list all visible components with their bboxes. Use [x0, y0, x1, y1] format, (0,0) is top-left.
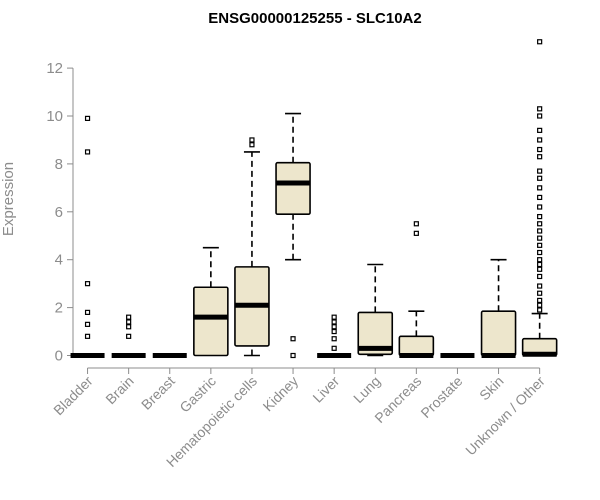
outlier-point — [537, 249, 543, 256]
axes: 0 2 4 6 8 10 12 — [46, 60, 541, 374]
y-tick-label: 8 — [55, 156, 63, 173]
outlier-point — [537, 106, 543, 112]
y-tick-label: 0 — [55, 348, 63, 365]
outlier-point — [537, 302, 543, 308]
box-group — [521, 39, 558, 357]
outlier-point — [249, 142, 255, 148]
outlier-point — [537, 113, 543, 119]
boxes — [70, 39, 558, 359]
outlier-point — [331, 319, 337, 325]
outlier-point — [537, 307, 543, 313]
outlier-point — [331, 336, 337, 342]
outlier-point — [537, 290, 543, 296]
outlier-point — [126, 333, 132, 339]
outlier-point — [537, 228, 543, 234]
outlier-point — [84, 281, 91, 287]
outlier-point — [537, 175, 543, 181]
box-group — [480, 258, 517, 358]
outlier-point — [331, 345, 337, 351]
outlier-point — [537, 146, 543, 153]
y-tick-label: 12 — [46, 60, 63, 77]
outlier-point — [126, 324, 132, 330]
outlier-point — [84, 115, 91, 121]
outlier-point — [290, 336, 296, 342]
outlier-point — [537, 185, 543, 191]
outlier-point — [290, 352, 296, 359]
outlier-point — [537, 154, 543, 160]
x-tick-label: Brain — [102, 373, 136, 407]
box-group — [193, 246, 229, 357]
box-body — [193, 286, 229, 357]
outlier-point — [537, 283, 543, 289]
y-tick-label: 4 — [55, 252, 63, 269]
box-group — [111, 314, 146, 358]
outlier-point — [537, 221, 543, 227]
outlier-point — [537, 266, 543, 272]
box-group — [398, 221, 435, 358]
outlier-point — [331, 324, 337, 330]
outlier-point — [84, 321, 91, 327]
box-body — [357, 311, 394, 356]
outlier-point — [126, 319, 132, 325]
outlier-point — [331, 328, 337, 335]
outlier-point — [537, 168, 543, 174]
outlier-point — [537, 39, 543, 45]
outlier-point — [126, 314, 132, 320]
outlier-point — [537, 204, 543, 210]
y-tick-label: 10 — [46, 108, 63, 125]
outlier-point — [537, 235, 543, 241]
box-group — [357, 263, 394, 357]
outlier-point — [537, 242, 543, 248]
outlier-point — [537, 273, 543, 280]
outlier-point — [537, 137, 543, 143]
chart-title: ENSG00000125255 - SLC10A2 — [208, 10, 421, 27]
outlier-point — [84, 333, 91, 339]
box-group — [275, 112, 311, 359]
outlier-point — [413, 221, 419, 227]
y-tick-label: 2 — [55, 300, 63, 317]
outlier-point — [537, 194, 543, 201]
y-tick-label: 6 — [55, 204, 63, 221]
outlier-point — [537, 261, 543, 268]
outlier-point — [249, 137, 255, 143]
outlier-point — [537, 127, 543, 133]
outlier-point — [537, 213, 543, 220]
outlier-point — [84, 309, 91, 315]
box-group — [317, 314, 352, 358]
outlier-point — [537, 257, 543, 263]
x-tick-label: Skin — [476, 373, 507, 404]
outlier-point — [84, 149, 91, 155]
x-tick-label: Liver — [309, 373, 342, 406]
x-tick-label: Bladder — [50, 373, 96, 419]
box-group — [70, 115, 105, 358]
x-tick-label: Lung — [350, 373, 383, 406]
outlier-point — [331, 314, 337, 320]
x-tick-label: Kidney — [260, 373, 302, 415]
outlier-point — [413, 230, 419, 236]
x-tick-label: Breast — [138, 373, 178, 413]
outlier-point — [537, 297, 543, 304]
box-body — [398, 335, 435, 357]
y-axis-label: Expression — [0, 162, 17, 236]
box-group — [234, 137, 270, 357]
box-body — [275, 161, 311, 215]
box-body — [480, 310, 517, 357]
x-tick-label: Prostate — [417, 373, 465, 421]
